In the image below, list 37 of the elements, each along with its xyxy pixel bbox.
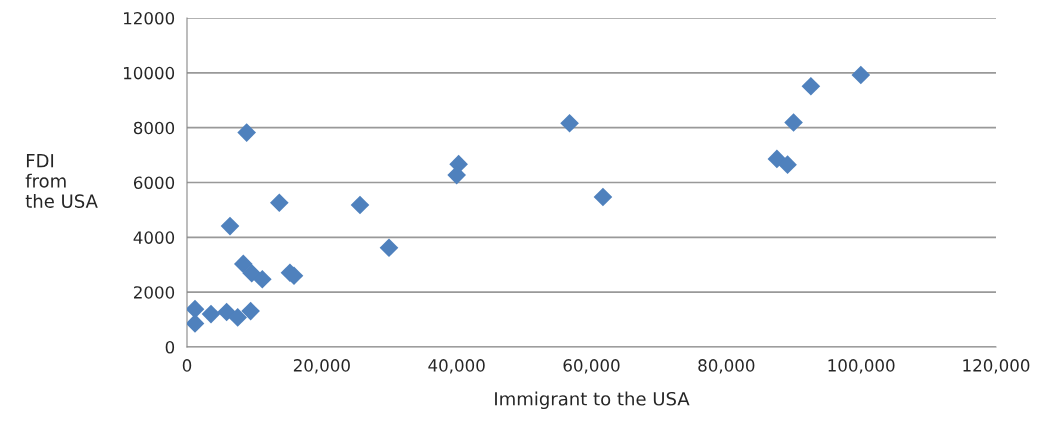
x-tick-label: 0 <box>182 359 192 372</box>
x-tick-label: 120,000 <box>963 359 1030 374</box>
point <box>269 193 289 213</box>
y-axis-title: FDI from the USA <box>25 154 98 208</box>
y-tick-label: 10000 <box>124 66 175 80</box>
point <box>851 65 871 85</box>
point <box>784 113 803 132</box>
x-tick-label: 100,000 <box>828 359 895 374</box>
point <box>237 123 256 142</box>
point <box>801 76 821 96</box>
x-tick-label: 40,000 <box>428 359 485 374</box>
point <box>201 304 221 324</box>
point <box>350 195 370 215</box>
x-tick-label: 80,000 <box>698 359 755 374</box>
point <box>593 187 613 207</box>
point <box>187 299 205 319</box>
point <box>778 155 797 174</box>
x-tick-label: 60,000 <box>563 359 620 374</box>
point <box>241 301 260 321</box>
y-tick-label: 6000 <box>133 176 175 190</box>
y-tick-label: 2000 <box>134 286 175 299</box>
point <box>447 165 466 185</box>
point <box>187 314 205 333</box>
x-tick-label: 20,000 <box>293 359 350 374</box>
point <box>379 238 399 258</box>
y-tick-label: 0 <box>165 340 175 354</box>
point <box>233 254 253 274</box>
point <box>228 308 248 327</box>
point <box>252 269 272 289</box>
y-tick-label: 8000 <box>133 121 175 135</box>
x-axis-title: Immigrant to the USA <box>495 391 690 410</box>
point <box>220 216 240 236</box>
y-tick-label: 4000 <box>133 231 175 244</box>
point <box>242 263 262 283</box>
y-tick-label: 12000 <box>124 11 175 25</box>
point <box>767 149 787 169</box>
point <box>560 113 579 133</box>
